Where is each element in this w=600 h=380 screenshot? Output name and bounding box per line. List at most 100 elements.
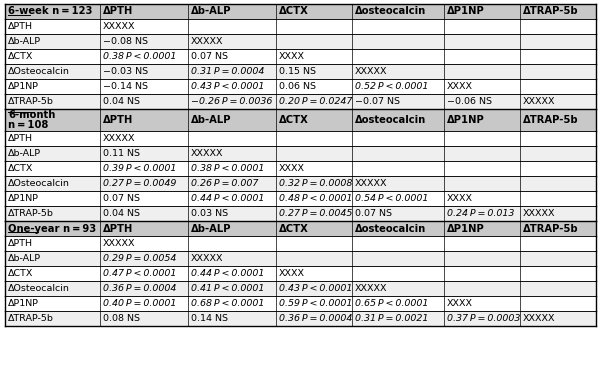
Text: ΔTRAP-5b: ΔTRAP-5b <box>8 314 54 323</box>
Text: 0.29 P = 0.0054: 0.29 P = 0.0054 <box>103 254 176 263</box>
Text: 0.65 P < 0.0001: 0.65 P < 0.0001 <box>355 299 428 308</box>
Text: ΔCTX: ΔCTX <box>8 269 34 278</box>
Text: XXXX: XXXX <box>279 164 305 173</box>
Text: 0.31 P = 0.0004: 0.31 P = 0.0004 <box>191 67 265 76</box>
Text: ΔPTH: ΔPTH <box>103 115 133 125</box>
Text: XXXX: XXXX <box>447 194 473 203</box>
Text: Δb-ALP: Δb-ALP <box>191 6 232 16</box>
Text: 0.37 P = 0.0003: 0.37 P = 0.0003 <box>447 314 520 323</box>
Text: ΔP1NP: ΔP1NP <box>447 223 485 233</box>
Text: ΔTRAP-5b: ΔTRAP-5b <box>8 97 54 106</box>
Bar <box>5 311 596 326</box>
Text: 6-week n = 123: 6-week n = 123 <box>8 6 92 16</box>
Text: ΔP1NP: ΔP1NP <box>8 194 39 203</box>
Text: ΔTRAP-5b: ΔTRAP-5b <box>523 115 578 125</box>
Text: ΔCTX: ΔCTX <box>8 52 34 61</box>
Text: 0.52 P < 0.0001: 0.52 P < 0.0001 <box>355 82 428 91</box>
Text: 0.07 NS: 0.07 NS <box>103 194 140 203</box>
Text: XXXXX: XXXXX <box>523 97 556 106</box>
Text: 0.59 P < 0.0001: 0.59 P < 0.0001 <box>279 299 352 308</box>
Text: ΔCTX: ΔCTX <box>279 115 309 125</box>
Text: −0.03 NS: −0.03 NS <box>103 67 148 76</box>
Text: XXXX: XXXX <box>447 82 473 91</box>
Text: ΔCTX: ΔCTX <box>8 164 34 173</box>
Text: −0.26 P = 0.0036: −0.26 P = 0.0036 <box>191 97 272 106</box>
Bar <box>5 191 596 206</box>
Text: Δb-ALP: Δb-ALP <box>191 223 232 233</box>
Text: 0.15 NS: 0.15 NS <box>279 67 316 76</box>
Text: ΔP1NP: ΔP1NP <box>8 82 39 91</box>
Text: ΔP1NP: ΔP1NP <box>447 6 485 16</box>
Text: ΔOsteocalcin: ΔOsteocalcin <box>8 67 70 76</box>
Text: ΔOsteocalcin: ΔOsteocalcin <box>8 179 70 188</box>
Bar <box>5 296 596 311</box>
Bar <box>5 49 596 64</box>
Text: XXXX: XXXX <box>279 52 305 61</box>
Text: 0.44 P < 0.0001: 0.44 P < 0.0001 <box>191 194 265 203</box>
Text: ΔPTH: ΔPTH <box>8 22 33 31</box>
Text: XXXXX: XXXXX <box>523 314 556 323</box>
Bar <box>5 236 596 251</box>
Bar <box>5 94 596 109</box>
Bar <box>5 109 596 131</box>
Text: XXXX: XXXX <box>447 299 473 308</box>
Text: XXXXX: XXXXX <box>355 179 388 188</box>
Text: ΔPTH: ΔPTH <box>8 239 33 248</box>
Text: 0.04 NS: 0.04 NS <box>103 209 140 218</box>
Text: 0.48 P < 0.0001: 0.48 P < 0.0001 <box>279 194 352 203</box>
Text: Δb-ALP: Δb-ALP <box>191 115 232 125</box>
Text: 0.36 P = 0.0004: 0.36 P = 0.0004 <box>103 284 176 293</box>
Text: XXXX: XXXX <box>279 269 305 278</box>
Text: 0.43 P < 0.0001: 0.43 P < 0.0001 <box>279 284 352 293</box>
Text: 0.32 P = 0.0008: 0.32 P = 0.0008 <box>279 179 352 188</box>
Text: Δb-ALP: Δb-ALP <box>8 254 41 263</box>
Text: −0.06 NS: −0.06 NS <box>447 97 492 106</box>
Text: Δb-ALP: Δb-ALP <box>8 149 41 158</box>
Text: XXXXX: XXXXX <box>191 149 223 158</box>
Text: 0.38 P < 0.0001: 0.38 P < 0.0001 <box>103 52 176 61</box>
Text: 0.04 NS: 0.04 NS <box>103 97 140 106</box>
Text: 0.07 NS: 0.07 NS <box>355 209 392 218</box>
Bar <box>5 281 596 296</box>
Text: ΔCTX: ΔCTX <box>279 6 309 16</box>
Text: 0.31 P = 0.0021: 0.31 P = 0.0021 <box>355 314 428 323</box>
Text: 0.44 P < 0.0001: 0.44 P < 0.0001 <box>191 269 265 278</box>
Bar <box>5 161 596 176</box>
Text: 0.38 P < 0.0001: 0.38 P < 0.0001 <box>191 164 265 173</box>
Text: 0.39 P < 0.0001: 0.39 P < 0.0001 <box>103 164 176 173</box>
Text: 0.40 P = 0.0001: 0.40 P = 0.0001 <box>103 299 176 308</box>
Text: 0.68 P < 0.0001: 0.68 P < 0.0001 <box>191 299 265 308</box>
Bar <box>5 266 596 281</box>
Text: ΔPTH: ΔPTH <box>8 134 33 143</box>
Text: 0.26 P = 0.007: 0.26 P = 0.007 <box>191 179 259 188</box>
Text: ΔPTH: ΔPTH <box>103 223 133 233</box>
Text: ΔOsteocalcin: ΔOsteocalcin <box>8 284 70 293</box>
Text: XXXXX: XXXXX <box>191 37 223 46</box>
Text: Δosteocalcin: Δosteocalcin <box>355 115 426 125</box>
Text: 0.41 P < 0.0001: 0.41 P < 0.0001 <box>191 284 265 293</box>
Text: −0.08 NS: −0.08 NS <box>103 37 148 46</box>
Bar <box>5 131 596 146</box>
Text: −0.14 NS: −0.14 NS <box>103 82 148 91</box>
Bar <box>5 251 596 266</box>
Text: ΔCTX: ΔCTX <box>279 223 309 233</box>
Text: n = 108: n = 108 <box>8 120 49 130</box>
Text: ΔTRAP-5b: ΔTRAP-5b <box>523 6 578 16</box>
Bar <box>5 19 596 34</box>
Text: 0.24 P = 0.013: 0.24 P = 0.013 <box>447 209 514 218</box>
Text: 0.14 NS: 0.14 NS <box>191 314 228 323</box>
Text: XXXXX: XXXXX <box>523 209 556 218</box>
Bar <box>5 34 596 49</box>
Text: ΔP1NP: ΔP1NP <box>447 115 485 125</box>
Text: 0.27 P = 0.0045: 0.27 P = 0.0045 <box>279 209 352 218</box>
Bar <box>5 176 596 191</box>
Text: 0.08 NS: 0.08 NS <box>103 314 140 323</box>
Text: 0.54 P < 0.0001: 0.54 P < 0.0001 <box>355 194 428 203</box>
Text: ΔPTH: ΔPTH <box>103 6 133 16</box>
Text: ΔTRAP-5b: ΔTRAP-5b <box>8 209 54 218</box>
Bar <box>5 79 596 94</box>
Text: 0.20 P = 0.0247: 0.20 P = 0.0247 <box>279 97 352 106</box>
Bar <box>5 146 596 161</box>
Bar <box>5 206 596 221</box>
Text: 0.27 P = 0.0049: 0.27 P = 0.0049 <box>103 179 176 188</box>
